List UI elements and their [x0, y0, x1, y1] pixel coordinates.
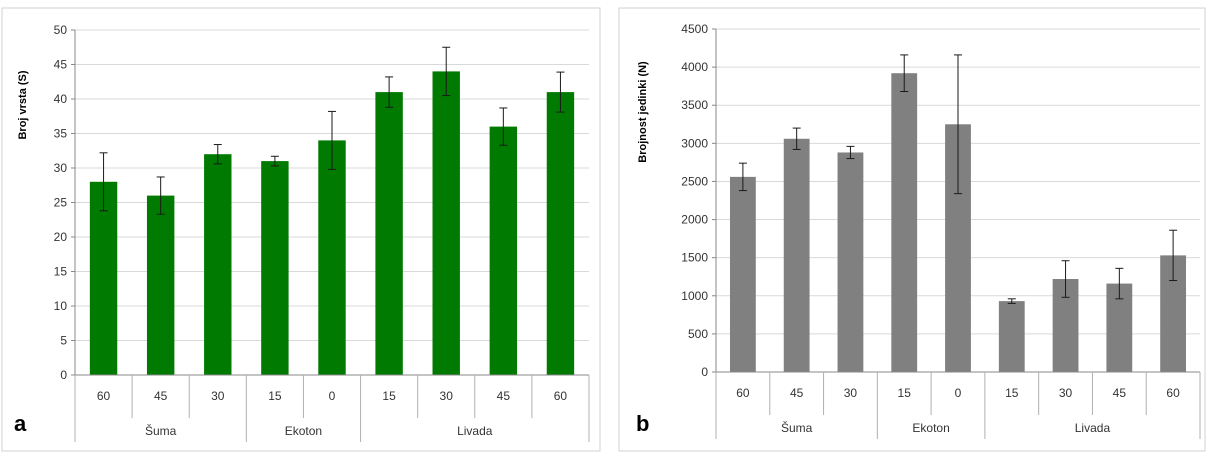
bar: [729, 176, 756, 372]
bar: [546, 92, 575, 375]
y-tick-label: 20: [54, 230, 68, 244]
y-tick-label: 3000: [681, 136, 708, 150]
group-label: Livada: [1075, 421, 1111, 435]
panel-a-letter: a: [14, 411, 27, 436]
bar: [432, 71, 460, 376]
y-tick-label: 50: [54, 23, 68, 37]
bar: [489, 126, 518, 375]
x-tick-label: 30: [440, 389, 454, 403]
group-label: Ekoton: [912, 421, 949, 435]
x-tick-label: 15: [268, 389, 282, 403]
group-label: Ekoton: [285, 424, 322, 438]
bar: [837, 152, 864, 372]
x-tick-label: 0: [955, 386, 962, 400]
bar: [375, 92, 403, 375]
y-tick-label: 500: [688, 327, 708, 341]
x-tick-label: 45: [790, 386, 804, 400]
bar: [783, 138, 810, 372]
group-label: Livada: [457, 424, 493, 438]
y-axis-label: Broj vrsta (S): [17, 70, 29, 139]
bar: [204, 154, 232, 375]
y-tick-label: 25: [54, 196, 68, 210]
x-tick-label: 30: [211, 389, 225, 403]
y-tick-label: 1000: [681, 289, 708, 303]
y-tick-label: 1500: [681, 251, 708, 265]
y-tick-label: 4000: [681, 60, 708, 74]
bar: [998, 301, 1025, 372]
x-tick-label: 15: [1005, 386, 1019, 400]
x-tick-label: 60: [554, 389, 568, 403]
x-tick-label: 60: [97, 389, 111, 403]
bar: [89, 181, 118, 375]
y-tick-label: 5: [60, 334, 67, 348]
y-tick-label: 2000: [681, 213, 708, 227]
bar: [318, 140, 346, 375]
y-tick-label: 15: [54, 265, 68, 279]
panel-b-letter: b: [636, 411, 649, 436]
x-tick-label: 30: [844, 386, 858, 400]
group-label: Šuma: [781, 420, 813, 435]
y-tick-label: 45: [54, 58, 68, 72]
y-tick-label: 0: [701, 365, 708, 379]
x-tick-label: 60: [1166, 386, 1180, 400]
panel-b-chart: 0 500 1000 1500 2000 2500 3000 3500 4000 4500 60 45…: [637, 22, 1201, 439]
group-label: Šuma: [145, 423, 177, 438]
y-tick-label: 35: [54, 127, 68, 141]
x-tick-label: 15: [898, 386, 912, 400]
x-tick-label: 45: [154, 389, 168, 403]
y-tick-label: 2500: [681, 174, 708, 188]
y-tick-label: 30: [54, 161, 68, 175]
y-tick-label: 3500: [681, 98, 708, 112]
x-tick-label: 45: [497, 389, 511, 403]
x-tick-label: 30: [1059, 386, 1073, 400]
y-tick-label: 4500: [681, 22, 708, 36]
bar: [261, 161, 289, 375]
x-tick-label: 45: [1113, 386, 1127, 400]
panel-a-chart: 0 5 10 15 20 25 30 35 40 45 50 60 45 30 15 0 15 30 45 60 Šum…: [17, 23, 590, 442]
x-tick-label: 15: [382, 389, 396, 403]
y-tick-label: 40: [54, 92, 68, 106]
x-tick-label: 60: [736, 386, 750, 400]
bar: [146, 195, 175, 375]
y-tick-label: 10: [54, 299, 68, 313]
y-tick-label: 0: [60, 368, 67, 382]
y-axis-label: Brojnost jedinki (N): [637, 61, 649, 163]
x-tick-label: 0: [329, 389, 336, 403]
bar: [891, 73, 918, 372]
